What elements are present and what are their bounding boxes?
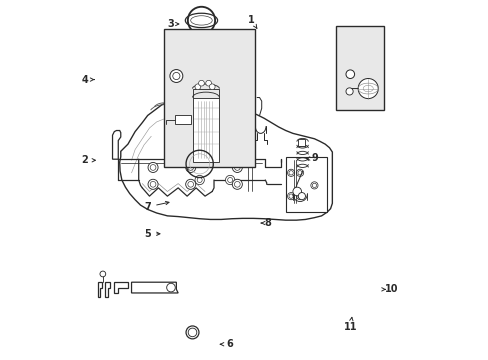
Circle shape [292,187,301,196]
Circle shape [287,193,294,200]
Circle shape [232,179,242,189]
Polygon shape [131,282,178,293]
Circle shape [287,169,294,176]
Polygon shape [120,101,332,220]
Circle shape [357,78,378,99]
Circle shape [185,179,195,189]
Polygon shape [112,131,121,159]
Circle shape [197,177,202,183]
Circle shape [148,179,158,189]
Circle shape [197,154,202,159]
Circle shape [234,181,240,187]
Circle shape [209,84,215,90]
Circle shape [185,326,199,339]
Polygon shape [113,282,128,293]
Circle shape [195,84,201,90]
Circle shape [296,193,303,200]
Circle shape [195,152,204,161]
Circle shape [298,193,305,200]
Circle shape [188,328,196,337]
Text: 9: 9 [310,153,317,163]
Text: 3: 3 [167,19,174,29]
Text: 2: 2 [81,155,88,165]
Circle shape [346,88,352,95]
Text: 5: 5 [144,229,151,239]
Circle shape [232,162,242,172]
Circle shape [225,152,234,161]
Bar [297,139,305,146]
Circle shape [205,80,211,86]
Text: 11: 11 [343,322,356,332]
Text: 10: 10 [384,284,397,294]
Circle shape [148,162,158,172]
Circle shape [172,72,180,80]
Circle shape [227,154,232,159]
Text: 1: 1 [248,15,255,26]
Text: 4: 4 [81,75,88,85]
Circle shape [312,183,316,188]
Circle shape [166,283,175,292]
Circle shape [100,271,105,277]
Circle shape [195,175,204,185]
Circle shape [187,165,193,170]
Polygon shape [105,282,110,297]
Circle shape [288,171,293,175]
Circle shape [296,169,303,176]
Circle shape [169,69,183,82]
Circle shape [198,80,204,86]
Bar [285,157,326,212]
Text: 7: 7 [144,202,151,212]
Circle shape [310,182,317,189]
Circle shape [288,194,293,198]
Circle shape [297,194,302,198]
Circle shape [185,162,195,172]
Bar [174,116,190,125]
Text: 6: 6 [226,339,233,349]
Bar [163,30,255,167]
Bar [335,26,384,110]
Circle shape [234,165,240,170]
Circle shape [227,177,232,183]
Circle shape [150,165,156,170]
Circle shape [225,175,234,185]
Text: 8: 8 [264,218,271,228]
Circle shape [297,171,302,175]
Circle shape [150,181,156,187]
Polygon shape [98,282,102,297]
Circle shape [187,181,193,187]
Bar [192,98,219,162]
Circle shape [346,70,354,78]
